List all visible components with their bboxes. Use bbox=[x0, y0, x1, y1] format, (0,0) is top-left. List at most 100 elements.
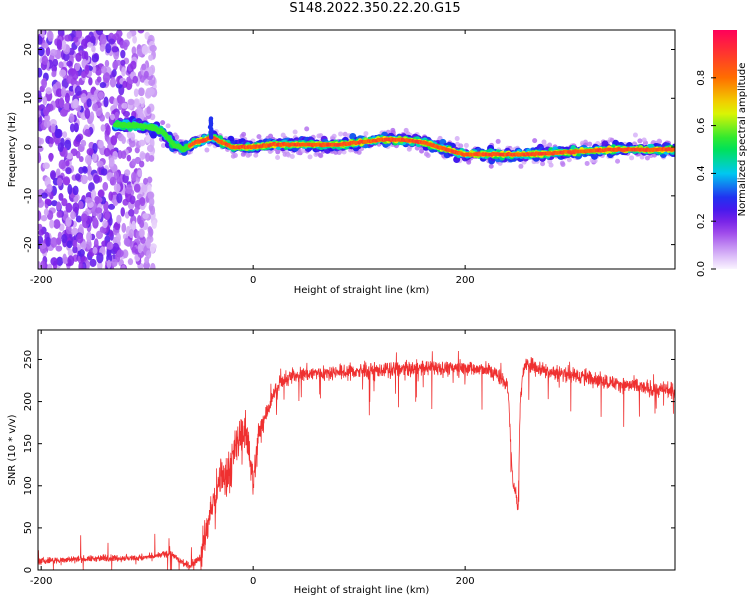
y-tick-label: 200 bbox=[23, 392, 34, 411]
spectrogram-noise bbox=[80, 139, 87, 147]
spectrogram-noise bbox=[113, 183, 121, 193]
spectrogram-noise bbox=[58, 97, 65, 109]
spectrogram-noise bbox=[463, 142, 469, 148]
spectrogram-noise bbox=[488, 163, 494, 169]
spectrogram-noise bbox=[130, 60, 137, 70]
spectrogram-noise bbox=[42, 162, 50, 170]
spectrogram-noise bbox=[111, 46, 119, 53]
spectrogram-noise bbox=[112, 60, 119, 70]
spectrogram-noise bbox=[66, 60, 73, 67]
spectrogram-noise bbox=[94, 196, 100, 204]
spectrogram-noise bbox=[56, 177, 63, 187]
spectrogram-noise bbox=[123, 237, 130, 247]
spectrogram-noise bbox=[131, 46, 137, 55]
spectrogram-noise bbox=[108, 38, 116, 45]
spectrogram-noise bbox=[93, 238, 99, 250]
spectrogram-noise bbox=[49, 170, 57, 180]
spectrogram-noise bbox=[73, 122, 79, 133]
spectrogram-noise bbox=[97, 261, 103, 269]
spectrogram-noise bbox=[72, 245, 78, 254]
spectrogram-noise bbox=[137, 30, 145, 34]
spectrogram-noise bbox=[38, 110, 41, 118]
colorbar-tick-label: 0.4 bbox=[696, 165, 707, 181]
spectrogram-noise bbox=[142, 212, 149, 220]
snr-panel: -200 0 200 0 50 100 150 200 250 Height of straigh… bbox=[7, 329, 676, 596]
spectrogram-noise bbox=[104, 211, 111, 221]
spectrogram-noise bbox=[296, 150, 302, 156]
spectrogram-noise bbox=[114, 111, 120, 119]
spectrogram-noise bbox=[165, 123, 171, 129]
spectrogram-noise bbox=[103, 96, 109, 108]
spectrogram-noise bbox=[106, 259, 112, 269]
spectrogram-noise bbox=[121, 66, 126, 77]
spectrogram-noise bbox=[139, 219, 145, 229]
spectrogram-noise bbox=[147, 226, 153, 234]
spectrogram-noise bbox=[61, 233, 68, 244]
spectrogram-noise bbox=[62, 147, 68, 159]
spectrogram-noise bbox=[44, 198, 52, 205]
spectrogram-noise bbox=[50, 237, 58, 248]
spectrogram-noise bbox=[43, 119, 51, 128]
spectrogram-noise bbox=[145, 152, 150, 163]
spectrogram-noise bbox=[138, 87, 145, 97]
spectrogram-noise bbox=[138, 139, 146, 147]
spectrogram-noise bbox=[113, 33, 120, 41]
spectrogram-noise bbox=[116, 249, 124, 258]
spectrogram-noise bbox=[100, 168, 108, 176]
spectrogram-noise bbox=[38, 235, 44, 246]
spectrogram-noise bbox=[38, 195, 42, 204]
spectrogram-noise bbox=[91, 53, 99, 63]
spectrogram-noise bbox=[84, 64, 90, 75]
spectrogram-noise bbox=[584, 160, 590, 166]
spectrogram-noise bbox=[317, 152, 323, 158]
spectrogram-noise bbox=[148, 154, 155, 162]
spectrogram-noise bbox=[292, 129, 298, 135]
spectrogram-noise bbox=[86, 239, 92, 250]
spectrogram-noise bbox=[67, 249, 74, 257]
spectrogram-noise bbox=[59, 109, 68, 117]
spectrogram-noise bbox=[55, 168, 61, 178]
spectrogram-noise bbox=[121, 136, 126, 144]
colorbar-tick-label: 0.6 bbox=[696, 118, 707, 134]
spectrogram-noise bbox=[97, 189, 105, 198]
spectrogram-noise bbox=[92, 216, 98, 226]
spectrogram-noise bbox=[72, 239, 78, 248]
spectrogram-noise bbox=[307, 154, 313, 160]
spectrogram-noise bbox=[40, 260, 46, 269]
spectrogram-noise bbox=[300, 148, 306, 154]
y-tick-label: 50 bbox=[23, 522, 34, 535]
spectrogram-noise bbox=[117, 103, 123, 111]
x-tick-label: 0 bbox=[250, 576, 256, 587]
spectrogram-noise bbox=[62, 131, 68, 139]
spectrogram-noise bbox=[104, 59, 110, 68]
spectrogram-noise bbox=[105, 43, 112, 54]
spectrogram-noise bbox=[75, 30, 83, 39]
x-axis-label: Height of straight line (km) bbox=[294, 585, 430, 596]
spectrogram-noise bbox=[139, 96, 145, 105]
colorbar-tick-label: 0.0 bbox=[696, 261, 707, 277]
spectrogram-noise bbox=[69, 113, 75, 123]
spectrogram-noise bbox=[615, 158, 621, 164]
colorbar-tick-label: 0.8 bbox=[696, 70, 707, 86]
spectrogram-noise bbox=[141, 184, 148, 193]
spectrogram-noise bbox=[150, 262, 156, 269]
spectrogram-noise bbox=[65, 216, 72, 227]
spectrogram-noise bbox=[160, 120, 166, 126]
spectrogram-noise bbox=[146, 106, 151, 115]
spectrogram-noise bbox=[560, 161, 566, 167]
spectrogram-noise bbox=[133, 99, 141, 108]
spectrogram-noise bbox=[147, 176, 153, 184]
spectrogram-noise bbox=[45, 236, 52, 247]
spectrogram-noise bbox=[126, 31, 132, 39]
y-tick-label: 150 bbox=[23, 434, 34, 453]
spectrogram-noise bbox=[80, 174, 88, 185]
spectrogram-noise bbox=[81, 38, 89, 50]
spectrogram-noise bbox=[363, 131, 369, 137]
spectrogram-noise bbox=[72, 202, 80, 214]
spectrogram-noise bbox=[49, 137, 55, 145]
spectrogram-noise bbox=[77, 200, 84, 210]
spectrogram-noise bbox=[304, 126, 310, 132]
spectrogram-noise bbox=[148, 197, 155, 207]
spectrogram-noise bbox=[91, 65, 97, 74]
spectrogram-noise bbox=[41, 42, 49, 49]
